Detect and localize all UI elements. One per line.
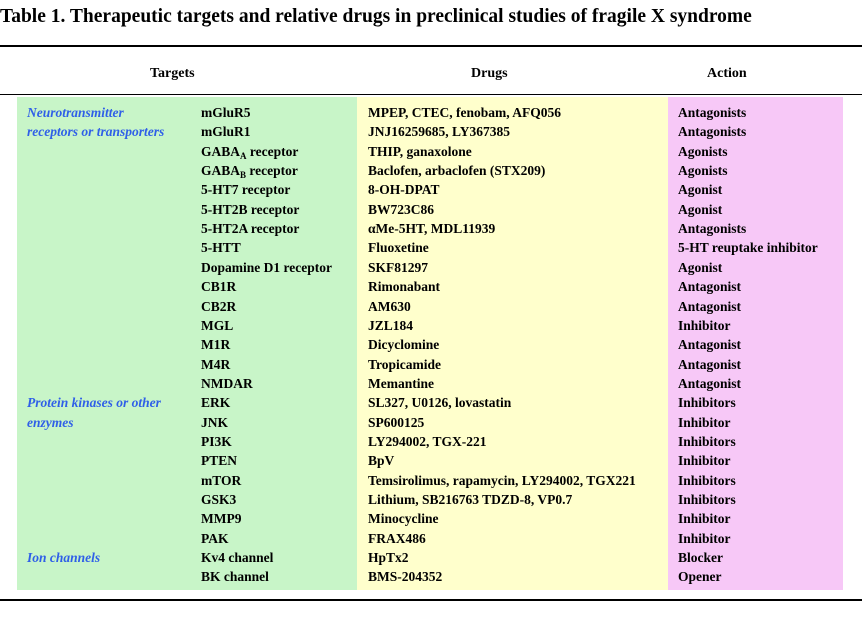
- target-cell: MMP9: [201, 511, 242, 527]
- target-tail: receptor: [246, 163, 298, 179]
- action-cell: Inhibitors: [678, 433, 736, 449]
- drug-cell: BpV: [368, 453, 395, 469]
- drug-cell: BMS-204352: [368, 569, 443, 585]
- action-cell: Inhibitors: [678, 395, 736, 411]
- action-cell: Agonists: [678, 143, 728, 159]
- action-cell: Inhibitor: [678, 317, 731, 333]
- drug-cell: Temsirolimus, rapamycin, LY294002, TGX22…: [368, 472, 636, 488]
- target-subscript: A: [240, 150, 247, 161]
- action-cell: Antagonist: [678, 337, 742, 353]
- drug-cell: FRAX486: [368, 530, 426, 546]
- drug-cell: JNJ16259685, LY367385: [368, 124, 511, 140]
- drug-cell: Fluoxetine: [368, 240, 429, 256]
- group-label: Protein kinases or other: [27, 395, 161, 411]
- group-label: receptors or transporters: [27, 124, 165, 140]
- action-cell: Opener: [678, 569, 722, 585]
- drug-cell: BW723C86: [368, 201, 435, 217]
- drugs-band: [357, 97, 668, 590]
- target-cell: CB2R: [201, 298, 237, 314]
- group-label: enzymes: [27, 414, 74, 430]
- action-cell: Blocker: [678, 550, 723, 566]
- target-tail: receptor: [246, 143, 299, 159]
- group-label: Ion channels: [27, 550, 101, 566]
- target-cell: PI3K: [201, 433, 232, 449]
- action-cell: Inhibitor: [678, 530, 731, 546]
- targets-band: [17, 97, 357, 590]
- target-cell: GSK3: [201, 492, 237, 507]
- target-cell: 5-HT2B receptor: [201, 201, 300, 217]
- action-cell: Agonist: [678, 201, 723, 217]
- target-cell: 5-HTT: [201, 240, 241, 256]
- action-cell: Inhibitor: [678, 414, 731, 430]
- action-cell: Antagonist: [678, 279, 742, 295]
- target-cell: NMDAR: [201, 375, 253, 391]
- target-cell: M4R: [201, 356, 231, 372]
- target-cell: Kv4 channel: [201, 550, 274, 566]
- action-cell: Agonists: [678, 163, 728, 179]
- action-cell: Antagonists: [678, 221, 747, 237]
- target-cell: Dopamine D1 receptor: [201, 259, 332, 275]
- target-cell: GABAA receptor: [201, 142, 298, 161]
- drug-cell: HpTx2: [368, 550, 409, 566]
- drug-cell: Tropicamide: [368, 356, 441, 372]
- action-cell: Agonist: [678, 259, 723, 275]
- drug-cell: Minocycline: [368, 511, 439, 527]
- drug-cell: SP600125: [368, 414, 425, 430]
- drug-cell: SL327, U0126, lovastatin: [368, 395, 512, 411]
- bottom-rule: [0, 599, 862, 601]
- drug-cell: MPEP, CTEC, fenobam, AFQ056: [368, 105, 562, 120]
- drug-cell: LY294002, TGX-221: [368, 433, 487, 449]
- target-cell: 5-HT2A receptor: [201, 221, 300, 237]
- top-rule: [0, 45, 862, 47]
- drug-cell: Dicyclomine: [368, 337, 440, 353]
- drug-cell: THIP, ganaxolone: [368, 143, 472, 159]
- action-band: [668, 97, 843, 590]
- target-cell: mGluR1: [201, 124, 251, 140]
- action-cell: Antagonists: [678, 124, 747, 140]
- action-cell: Antagonists: [678, 105, 747, 120]
- action-cell: Inhibitor: [678, 511, 731, 527]
- target-cell: JNK: [201, 414, 228, 430]
- action-cell: Inhibitors: [678, 472, 736, 488]
- action-cell: Antagonist: [678, 356, 742, 372]
- action-cell: 5-HT reuptake inhibitor: [678, 240, 818, 256]
- target-subscript: B: [240, 170, 247, 181]
- drug-cell: JZL184: [368, 317, 414, 333]
- action-cell: Inhibitor: [678, 453, 731, 469]
- drug-cell: SKF81297: [368, 259, 429, 275]
- drug-cell: Lithium, SB216763 TDZD-8, VP0.7: [368, 492, 573, 507]
- target-cell: GABAB receptor: [201, 161, 298, 180]
- target-cell: PTEN: [201, 453, 238, 469]
- target-cell: CB1R: [201, 279, 237, 295]
- header-cell: Drugs: [471, 66, 508, 81]
- action-cell: Antagonist: [678, 375, 742, 391]
- target-cell: ERK: [201, 395, 231, 411]
- target-cell: mGluR5: [201, 105, 251, 120]
- target-cell: 5-HT7 receptor: [201, 182, 291, 198]
- title: Table 1. Therapeutic targets and relativ…: [0, 6, 752, 27]
- action-cell: Inhibitors: [678, 492, 736, 507]
- target-base: GABA: [201, 163, 241, 179]
- target-cell: mTOR: [201, 472, 242, 488]
- drug-cell: 8-OH-DPAT: [368, 182, 440, 198]
- header-cell: Targets: [150, 66, 195, 81]
- target-cell: PAK: [201, 530, 229, 546]
- drug-cell: Baclofen, arbaclofen (STX209): [368, 163, 546, 179]
- action-cell: Antagonist: [678, 298, 742, 314]
- target-cell: MGL: [201, 317, 234, 333]
- header-cell: Action: [707, 66, 747, 81]
- target-cell: M1R: [201, 337, 231, 353]
- action-cell: Agonist: [678, 182, 723, 198]
- drug-cell: AM630: [368, 298, 411, 314]
- header-rule: [0, 94, 862, 95]
- drug-cell: Memantine: [368, 375, 434, 391]
- drug-cell: Rimonabant: [368, 279, 441, 295]
- target-base: GABA: [201, 143, 241, 159]
- group-label: Neurotransmitter: [27, 105, 124, 120]
- drug-cell: αMe-5HT, MDL11939: [368, 221, 496, 237]
- target-cell: BK channel: [201, 569, 269, 585]
